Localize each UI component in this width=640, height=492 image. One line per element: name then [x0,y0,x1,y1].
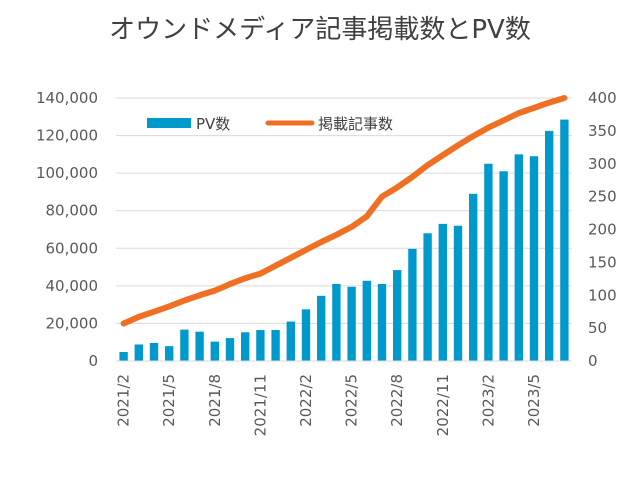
right-y-tick-label: 200 [588,221,617,239]
pv-bar [347,287,355,361]
x-tick-label: 2021/2 [115,374,133,427]
right-y-tick-label: 0 [588,352,598,370]
pv-bar [423,233,431,361]
pv-bar [241,332,249,361]
pv-bar [378,284,386,361]
left-y-tick-label: 40,000 [46,277,99,295]
pv-bar [560,120,568,361]
pv-bar [287,322,295,361]
pv-bar [545,131,553,361]
x-tick-label: 2022/2 [297,374,315,427]
right-y-axis: 0 50 100 150 200 250 300 350 400 [588,89,617,370]
x-tick-label: 2023/2 [479,374,497,427]
right-y-tick-label: 250 [588,188,617,206]
pv-bars [119,120,568,361]
right-y-tick-label: 150 [588,253,617,271]
legend-article-label: 掲載記事数 [318,115,393,133]
pv-bar [135,344,143,361]
x-tick-label: 2021/11 [251,374,269,436]
chart-title: オウンドメディア記事掲載数とPV数 [109,15,531,45]
left-y-tick-label: 60,000 [46,239,99,257]
x-tick-label: 2023/5 [525,374,543,427]
pv-bar [256,330,264,361]
right-y-tick-label: 400 [588,89,617,107]
pv-bar [393,270,401,361]
legend-pv-swatch [147,118,191,128]
right-y-tick-label: 350 [588,122,617,140]
x-axis: 2021/2 2021/5 2021/8 2021/11 2022/2 2022/5 202… [115,361,572,436]
right-y-tick-label: 100 [588,286,617,304]
pv-bar [150,343,158,361]
pv-bar [484,164,492,361]
pv-bar [530,156,538,361]
pv-bar [271,330,279,361]
pv-bar [515,154,523,361]
x-tick-label: 2021/5 [160,374,178,427]
left-y-tick-label: 20,000 [46,314,99,332]
pv-bar [317,296,325,361]
pv-bar [119,352,127,361]
pv-bar [408,249,416,361]
x-tick-label: 2022/8 [388,374,406,427]
pv-bar [469,194,477,361]
x-tick-label: 2021/8 [206,374,224,427]
pv-bar [439,224,447,361]
left-y-tick-label: 0 [88,352,98,370]
x-tick-label: 2022/5 [343,374,361,427]
pv-bar [180,330,188,361]
x-tick-label: 2022/11 [434,374,452,436]
pv-bar [165,346,173,361]
left-y-tick-label: 100,000 [36,164,98,182]
pv-bar [499,171,507,361]
left-y-tick-label: 140,000 [36,89,98,107]
pv-bar [454,226,462,361]
legend: PV数 掲載記事数 [147,115,393,133]
left-y-axis: 0 20,000 40,000 60,000 80,000 100,000 120,000 1… [36,89,98,370]
pv-bar [332,284,340,361]
pv-bar [226,338,234,361]
pv-bar [363,281,371,361]
left-y-tick-label: 80,000 [46,202,99,220]
left-y-tick-label: 120,000 [36,127,98,145]
right-y-tick-label: 50 [588,319,607,337]
pv-bar [195,332,203,361]
pv-bar [211,342,219,361]
pv-bar [302,309,310,361]
right-y-tick-label: 300 [588,155,617,173]
legend-pv-label: PV数 [196,115,230,133]
